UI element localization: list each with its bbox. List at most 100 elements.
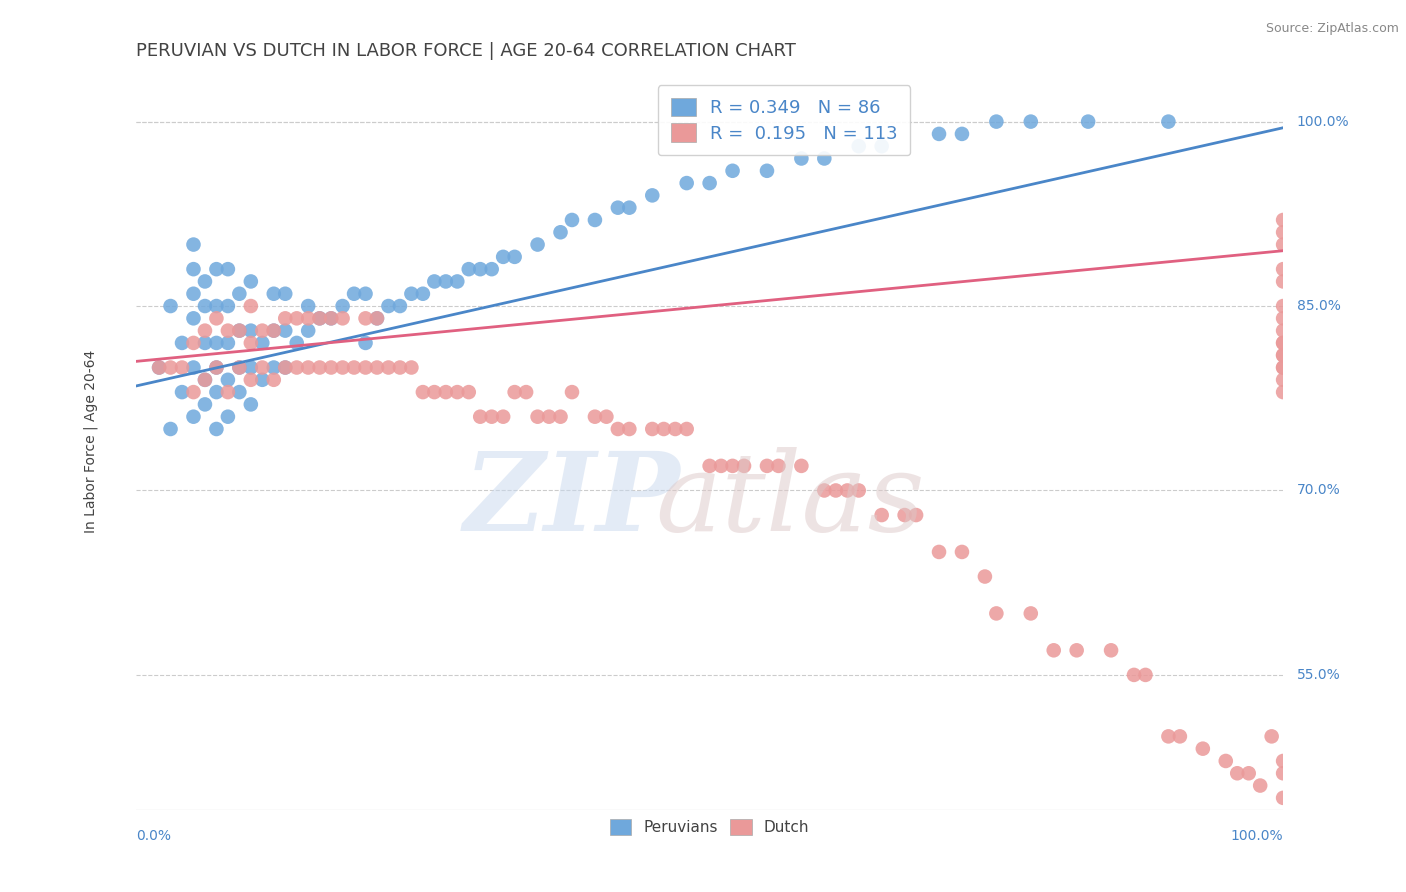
Point — [274, 324, 297, 338]
Point — [423, 385, 446, 400]
Point — [813, 152, 835, 166]
Point — [332, 311, 354, 326]
Point — [1272, 385, 1295, 400]
Point — [928, 545, 950, 559]
Point — [1135, 668, 1157, 682]
Point — [205, 262, 228, 277]
Point — [503, 250, 526, 264]
Point — [721, 163, 744, 178]
Point — [205, 385, 228, 400]
Point — [297, 324, 319, 338]
Point — [699, 176, 721, 190]
Point — [974, 569, 997, 583]
Point — [354, 311, 377, 326]
Point — [183, 409, 205, 424]
Point — [619, 201, 641, 215]
Point — [641, 188, 664, 202]
Point — [194, 397, 217, 411]
Point — [321, 311, 343, 326]
Point — [1272, 324, 1295, 338]
Point — [1272, 335, 1295, 350]
Point — [768, 458, 790, 473]
Point — [194, 373, 217, 387]
Point — [848, 483, 870, 498]
Point — [986, 607, 1008, 621]
Point — [412, 385, 434, 400]
Point — [550, 225, 572, 239]
Text: 100.0%: 100.0% — [1296, 114, 1350, 128]
Point — [194, 324, 217, 338]
Point — [366, 360, 388, 375]
Point — [274, 360, 297, 375]
Point — [228, 324, 250, 338]
Point — [1272, 262, 1295, 277]
Point — [183, 262, 205, 277]
Point — [285, 360, 308, 375]
Point — [1272, 754, 1295, 768]
Point — [205, 335, 228, 350]
Point — [170, 360, 193, 375]
Point — [263, 324, 285, 338]
Point — [377, 299, 399, 313]
Point — [1191, 741, 1213, 756]
Point — [492, 409, 515, 424]
Point — [1123, 668, 1146, 682]
Point — [239, 324, 262, 338]
Legend: Peruvians, Dutch: Peruvians, Dutch — [602, 812, 817, 843]
Point — [1272, 348, 1295, 362]
Point — [790, 152, 813, 166]
Text: ZIP: ZIP — [464, 447, 681, 554]
Point — [285, 311, 308, 326]
Point — [1272, 335, 1295, 350]
Point — [790, 458, 813, 473]
Point — [1272, 790, 1295, 805]
Point — [239, 397, 262, 411]
Point — [354, 360, 377, 375]
Point — [756, 458, 779, 473]
Point — [274, 286, 297, 301]
Point — [1260, 730, 1282, 744]
Point — [1077, 114, 1099, 128]
Point — [228, 360, 250, 375]
Point — [308, 311, 330, 326]
Text: 85.0%: 85.0% — [1296, 299, 1341, 313]
Point — [1157, 114, 1180, 128]
Point — [159, 422, 181, 436]
Text: 70.0%: 70.0% — [1296, 483, 1341, 498]
Point — [550, 409, 572, 424]
Point — [263, 373, 285, 387]
Point — [308, 311, 330, 326]
Point — [366, 311, 388, 326]
Point — [217, 409, 239, 424]
Point — [183, 335, 205, 350]
Point — [561, 385, 583, 400]
Point — [297, 311, 319, 326]
Point — [401, 286, 423, 301]
Point — [1272, 213, 1295, 227]
Point — [217, 262, 239, 277]
Text: atlas: atlas — [655, 447, 925, 554]
Point — [183, 311, 205, 326]
Point — [217, 324, 239, 338]
Point — [183, 385, 205, 400]
Point — [297, 360, 319, 375]
Point — [457, 262, 479, 277]
Point — [1272, 348, 1295, 362]
Point — [377, 360, 399, 375]
Point — [606, 422, 628, 436]
Point — [434, 385, 457, 400]
Point — [401, 360, 423, 375]
Point — [321, 311, 343, 326]
Point — [263, 360, 285, 375]
Point — [595, 409, 617, 424]
Point — [1272, 766, 1295, 780]
Point — [446, 275, 468, 289]
Point — [194, 373, 217, 387]
Point — [1272, 225, 1295, 239]
Point — [239, 335, 262, 350]
Point — [170, 335, 193, 350]
Point — [228, 286, 250, 301]
Point — [837, 483, 859, 498]
Point — [285, 335, 308, 350]
Point — [538, 409, 561, 424]
